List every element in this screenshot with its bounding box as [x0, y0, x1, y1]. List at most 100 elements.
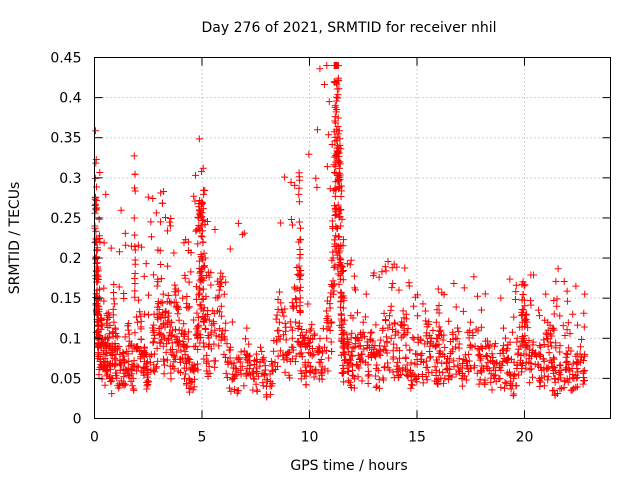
- data-point: [352, 360, 360, 368]
- data-point: [178, 326, 186, 334]
- data-point: [419, 379, 427, 387]
- data-point: [497, 294, 505, 302]
- data-point: [172, 325, 180, 333]
- data-point: [501, 384, 509, 392]
- data-point: [274, 296, 282, 304]
- data-point: [364, 367, 372, 375]
- data-point: [140, 371, 148, 379]
- data-point: [170, 298, 178, 306]
- data-point: [327, 338, 335, 346]
- data-point: [267, 357, 275, 365]
- data-point: [556, 342, 564, 350]
- data-point: [458, 382, 466, 390]
- data-point: [191, 197, 199, 205]
- data-point: [131, 170, 139, 178]
- data-point: [331, 113, 339, 121]
- data-point: [310, 350, 318, 358]
- data-point: [93, 343, 101, 351]
- data-point: [339, 329, 347, 337]
- data-point: [306, 363, 314, 371]
- data-point: [296, 294, 304, 302]
- data-point: [507, 377, 515, 385]
- data-point: [273, 336, 281, 344]
- data-point: [288, 221, 296, 229]
- data-point: [556, 362, 564, 370]
- data-point: [94, 276, 102, 284]
- data-point: [214, 307, 222, 315]
- data-point: [91, 174, 99, 182]
- data-point: [553, 302, 561, 310]
- data-point: [340, 343, 348, 351]
- data-point: [295, 169, 303, 177]
- data-point: [288, 334, 296, 342]
- data-point: [221, 326, 229, 334]
- data-point: [150, 338, 158, 346]
- data-point: [259, 355, 267, 363]
- data-point: [218, 312, 226, 320]
- data-point: [338, 267, 346, 275]
- data-point: [91, 194, 99, 202]
- data-point: [335, 149, 343, 157]
- data-point: [331, 103, 339, 111]
- data-point: [499, 358, 507, 366]
- data-point: [553, 295, 561, 303]
- data-point: [131, 279, 139, 287]
- data-point: [366, 335, 374, 343]
- data-point: [566, 330, 574, 338]
- data-point: [131, 187, 139, 195]
- data-point: [328, 217, 336, 225]
- data-point: [153, 344, 161, 352]
- data-point: [245, 365, 253, 373]
- data-point: [94, 271, 102, 279]
- data-point: [170, 352, 178, 359]
- data-point: [550, 326, 558, 334]
- data-point: [387, 306, 395, 314]
- data-point: [323, 334, 331, 342]
- data-point: [434, 285, 442, 293]
- data-point: [328, 348, 336, 356]
- data-point: [349, 372, 357, 380]
- data-point: [159, 290, 167, 298]
- data-point: [106, 365, 114, 373]
- data-point: [380, 309, 388, 317]
- data-point: [455, 344, 463, 352]
- data-point: [422, 373, 430, 381]
- data-point: [316, 65, 324, 73]
- data-point: [211, 326, 219, 334]
- data-point: [381, 363, 389, 371]
- data-point: [91, 224, 99, 232]
- data-point: [316, 335, 324, 343]
- data-point: [510, 390, 518, 398]
- data-point: [154, 357, 162, 365]
- data-point: [429, 327, 437, 335]
- data-point: [107, 244, 115, 252]
- data-point: [569, 370, 577, 378]
- data-point: [161, 308, 169, 316]
- data-point: [339, 276, 347, 284]
- data-point: [408, 381, 416, 389]
- data-point: [361, 313, 369, 321]
- data-point: [135, 296, 143, 304]
- data-point: [130, 357, 138, 365]
- data-point: [384, 258, 392, 266]
- data-point: [207, 281, 215, 289]
- data-point: [336, 141, 344, 149]
- data-point: [376, 351, 384, 359]
- data-point: [240, 347, 248, 355]
- data-point: [240, 382, 248, 390]
- data-point: [573, 383, 581, 391]
- data-point: [382, 316, 390, 324]
- data-point: [222, 319, 230, 327]
- data-point: [131, 329, 139, 337]
- data-point: [483, 352, 491, 360]
- data-point: [331, 162, 339, 170]
- data-point: [185, 278, 193, 286]
- data-point: [500, 355, 508, 363]
- data-point: [252, 380, 260, 388]
- data-point: [259, 382, 267, 390]
- data-point: [481, 290, 489, 298]
- data-point: [417, 351, 425, 359]
- data-point: [302, 381, 310, 389]
- data-point: [521, 338, 529, 346]
- data-point: [389, 355, 397, 363]
